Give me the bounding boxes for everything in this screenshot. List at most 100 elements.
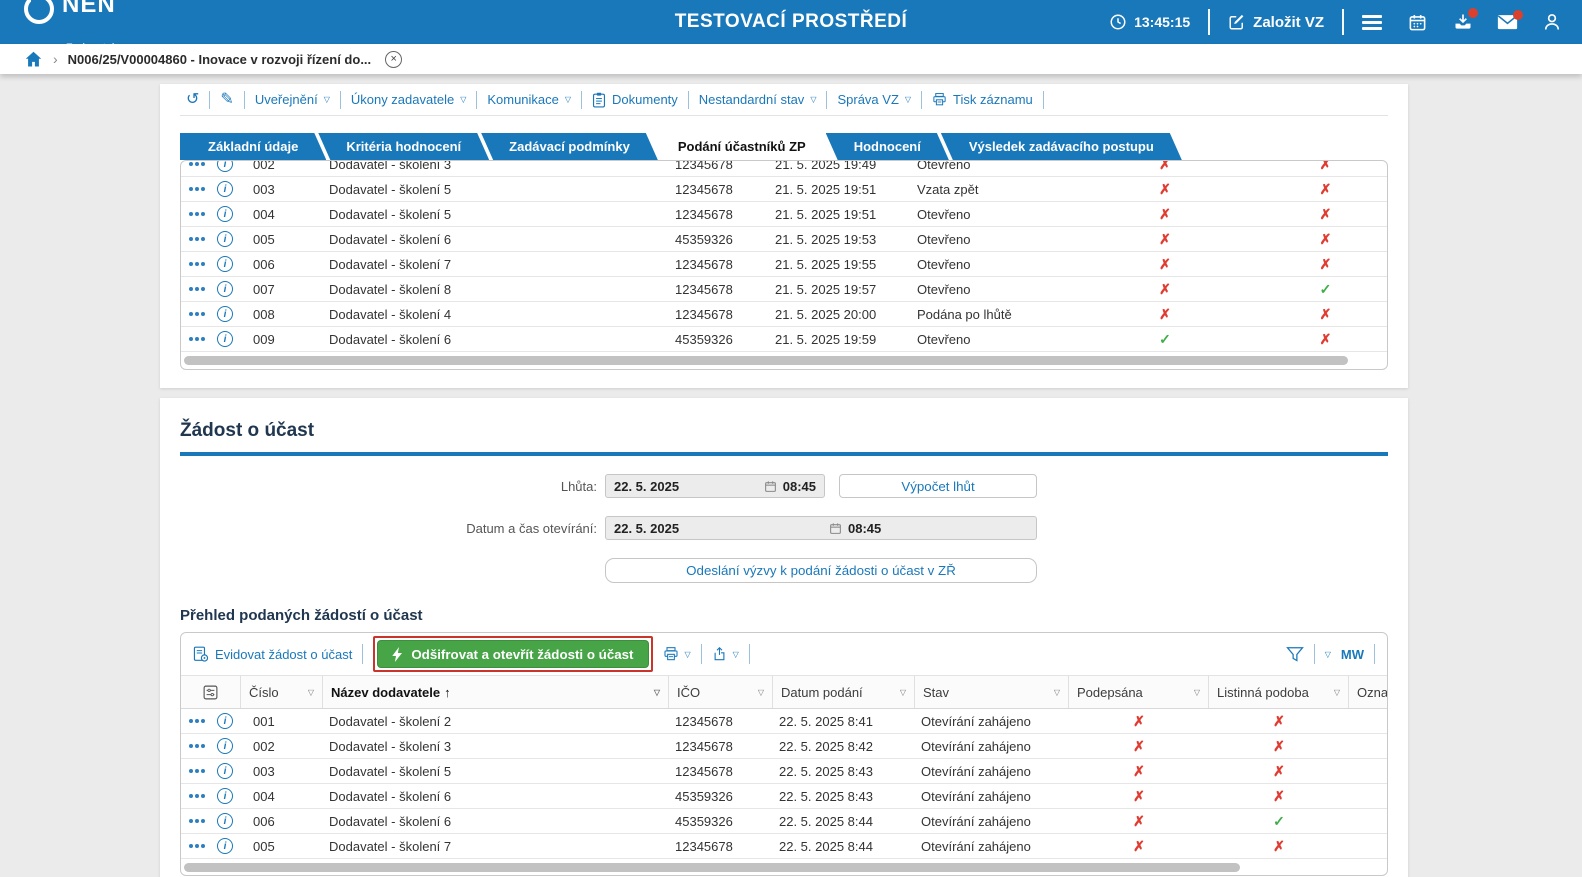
row-actions-icon[interactable] xyxy=(189,187,211,191)
info-icon[interactable]: i xyxy=(217,206,233,222)
register-request-button[interactable]: Evidovat žádost o účast xyxy=(193,646,352,663)
menu-icon[interactable] xyxy=(1362,12,1382,33)
table-row[interactable]: i 002 Dodavatel - školení 3 12345678 21.… xyxy=(181,160,1387,177)
row-actions-icon[interactable] xyxy=(189,262,211,266)
export-button[interactable]: ▽ xyxy=(712,646,739,662)
tab-kriteria-hodnoceni[interactable]: Kritéria hodnocení xyxy=(318,133,489,160)
deadline-row: Lhůta: 22. 5. 2025 08:45 Výpočet lhůt xyxy=(180,474,1388,498)
create-vz-button[interactable]: Založit VZ xyxy=(1228,13,1324,31)
table-row[interactable]: i 007 Dodavatel - školení 8 12345678 21.… xyxy=(181,277,1387,302)
info-icon[interactable]: i xyxy=(217,331,233,347)
info-icon[interactable]: i xyxy=(217,713,233,729)
messages[interactable] xyxy=(1497,14,1518,31)
filter-triangle-icon[interactable]: ▽ xyxy=(758,688,764,697)
home-icon[interactable] xyxy=(24,51,43,68)
filter-triangle-icon[interactable]: ▽ xyxy=(900,688,906,697)
filter-triangle-icon[interactable]: ▽ xyxy=(1054,688,1060,697)
chevron-down-icon: ▽ xyxy=(685,650,691,659)
row-actions-icon[interactable] xyxy=(189,844,211,848)
table-row[interactable]: i 004 Dodavatel - školení 6 45359326 22.… xyxy=(181,784,1387,809)
send-invitation-button[interactable]: Odeslání výzvy k podání žádosti o účast … xyxy=(605,558,1037,583)
record-tabs: Základní údaje Kritéria hodnocení Zadáva… xyxy=(180,133,1388,160)
deadline-date: 22. 5. 2025 xyxy=(614,479,758,494)
table-row[interactable]: i 004 Dodavatel - školení 5 12345678 21.… xyxy=(181,202,1387,227)
row-actions-icon[interactable] xyxy=(189,819,211,823)
filter-triangle-icon[interactable]: ▽ xyxy=(1194,688,1200,697)
row-actions-icon[interactable] xyxy=(189,769,211,773)
menu-sprava-vz[interactable]: Správa VZ▽ xyxy=(837,92,911,107)
table-row[interactable]: i 008 Dodavatel - školení 4 12345678 21.… xyxy=(181,302,1387,327)
row-actions-icon[interactable] xyxy=(189,237,211,241)
table-row[interactable]: i 009 Dodavatel - školení 6 45359326 21.… xyxy=(181,327,1387,352)
info-icon[interactable]: i xyxy=(217,738,233,754)
menu-dokumenty[interactable]: Dokumenty xyxy=(592,92,678,108)
table-row[interactable]: i 006 Dodavatel - školení 6 45359326 22.… xyxy=(181,809,1387,834)
header-listinna-podoba[interactable]: Listinná podoba▽ xyxy=(1209,676,1349,708)
info-icon[interactable]: i xyxy=(217,256,233,272)
calc-deadlines-button[interactable]: Výpočet lhůt xyxy=(839,474,1037,498)
row-actions-icon[interactable] xyxy=(189,744,211,748)
table-row[interactable]: i 005 Dodavatel - školení 6 45359326 21.… xyxy=(181,227,1387,252)
header-ico[interactable]: IČO▽ xyxy=(669,676,773,708)
tab-vysledek-zadavaciho-postupu[interactable]: Výsledek zadávacího postupu xyxy=(941,133,1182,160)
column-settings-button[interactable] xyxy=(181,676,241,708)
info-icon[interactable]: i xyxy=(217,306,233,322)
close-tab-icon[interactable]: × xyxy=(385,51,402,68)
header-oznacena[interactable]: Označe xyxy=(1349,676,1387,708)
opening-field[interactable]: 22. 5. 2025 08:45 xyxy=(605,516,1037,540)
view-selector[interactable]: MW xyxy=(1341,647,1364,662)
row-actions-icon[interactable] xyxy=(189,287,211,291)
row-actions-icon[interactable] xyxy=(189,212,211,216)
info-icon[interactable]: i xyxy=(217,838,233,854)
header-nazev-dodavatele[interactable]: Název dodavatele↑▽ xyxy=(323,676,669,708)
table-row[interactable]: i 005 Dodavatel - školení 7 12345678 22.… xyxy=(181,834,1387,859)
info-icon[interactable]: i xyxy=(217,181,233,197)
view-dropdown-icon[interactable]: ▽ xyxy=(1325,650,1331,659)
menu-nestandardni-stav[interactable]: Nestandardní stav▽ xyxy=(699,92,817,107)
menu-komunikace[interactable]: Komunikace▽ xyxy=(487,92,571,107)
row-actions-icon[interactable] xyxy=(189,312,211,316)
header-podepsana[interactable]: Podepsána▽ xyxy=(1069,676,1209,708)
print-table-button[interactable]: ▽ xyxy=(663,646,691,662)
section-rule xyxy=(180,452,1388,456)
edit-pencil-icon[interactable]: ✎ xyxy=(220,92,233,108)
info-icon[interactable]: i xyxy=(217,231,233,247)
table-row[interactable]: i 003 Dodavatel - školení 5 12345678 21.… xyxy=(181,177,1387,202)
filter-triangle-icon[interactable]: ▽ xyxy=(308,688,314,697)
inbox-downloads[interactable] xyxy=(1453,12,1473,32)
table-row[interactable]: i 001 Dodavatel - školení 2 12345678 22.… xyxy=(181,709,1387,734)
header-datum-podani[interactable]: Datum podání▽ xyxy=(773,676,915,708)
user-profile-icon[interactable] xyxy=(1542,12,1562,32)
info-icon[interactable]: i xyxy=(217,788,233,804)
decrypt-open-button[interactable]: Odšifrovat a otevřít žádosti o účast xyxy=(377,640,648,668)
header-cislo[interactable]: Číslo▽ xyxy=(241,676,323,708)
menu-ukony-zadavatele[interactable]: Úkony zadavatele▽ xyxy=(351,92,467,107)
info-icon[interactable]: i xyxy=(217,281,233,297)
header-stav[interactable]: Stav▽ xyxy=(915,676,1069,708)
menu-tisk-zaznamu[interactable]: Tisk záznamu xyxy=(932,92,1033,107)
horizontal-scrollbar[interactable] xyxy=(181,859,1387,875)
tab-hodnoceni[interactable]: Hodnocení xyxy=(826,133,949,160)
table-row[interactable]: i 002 Dodavatel - školení 3 12345678 22.… xyxy=(181,734,1387,759)
row-actions-icon[interactable] xyxy=(189,719,211,723)
horizontal-scrollbar[interactable] xyxy=(181,352,1387,368)
tab-zadavaci-podminky[interactable]: Zadávací podmínky xyxy=(481,133,658,160)
info-icon[interactable]: i xyxy=(217,763,233,779)
deadline-field[interactable]: 22. 5. 2025 08:45 xyxy=(605,474,825,498)
calendar-icon[interactable] xyxy=(1408,13,1427,32)
row-actions-icon[interactable] xyxy=(189,794,211,798)
tab-podani-ucastniku-zp[interactable]: Podání účastníků ZP xyxy=(650,133,834,160)
info-icon[interactable]: i xyxy=(217,813,233,829)
filter-triangle-icon[interactable]: ▽ xyxy=(1334,688,1340,697)
tab-zakladni-udaje[interactable]: Základní údaje xyxy=(180,133,326,160)
filter-icon[interactable] xyxy=(1286,646,1304,663)
row-actions-icon[interactable] xyxy=(189,337,211,341)
breadcrumb-item[interactable]: N006/25/V00004860 - Inovace v rozvoji ří… xyxy=(68,52,371,67)
row-actions-icon[interactable] xyxy=(189,162,211,166)
table-row[interactable]: i 003 Dodavatel - školení 5 12345678 22.… xyxy=(181,759,1387,784)
info-icon[interactable]: i xyxy=(217,160,233,172)
menu-uverejneni[interactable]: Uveřejnění▽ xyxy=(255,92,330,107)
undo-icon[interactable]: ↺ xyxy=(186,92,199,108)
filter-triangle-icon[interactable]: ▽ xyxy=(654,688,660,697)
table-row[interactable]: i 006 Dodavatel - školení 7 12345678 21.… xyxy=(181,252,1387,277)
